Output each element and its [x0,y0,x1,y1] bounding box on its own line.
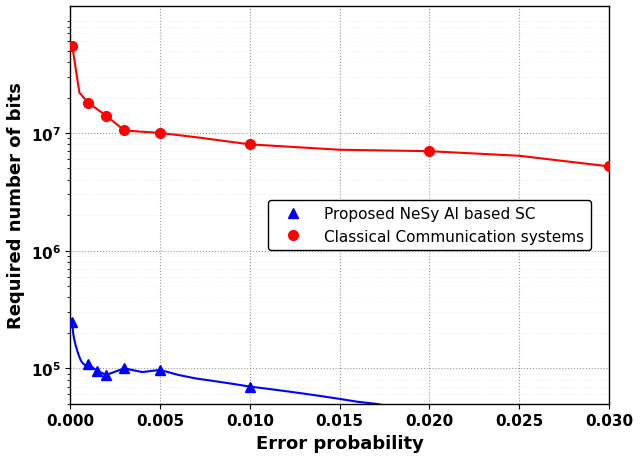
Classical Communication systems [605,164,613,170]
X-axis label: Error probability: Error probability [256,434,424,452]
Y-axis label: Required number of bits: Required number of bits [7,82,25,329]
Proposed NeSy AI based SC [102,372,110,378]
Classical Communication systems [84,101,92,106]
Legend: Proposed NeSy AI based SC, Classical Communication systems: Proposed NeSy AI based SC, Classical Com… [268,201,591,250]
Classical Communication systems [426,149,433,155]
Proposed NeSy AI based SC [156,367,164,373]
Line: Classical Communication systems: Classical Communication systems [67,42,614,172]
Proposed NeSy AI based SC [68,319,76,325]
Classical Communication systems [68,44,76,50]
Proposed NeSy AI based SC [605,431,613,436]
Classical Communication systems [246,142,254,148]
Line: Proposed NeSy AI based SC: Proposed NeSy AI based SC [67,317,614,438]
Proposed NeSy AI based SC [93,369,101,374]
Proposed NeSy AI based SC [120,366,128,371]
Classical Communication systems [156,131,164,136]
Proposed NeSy AI based SC [84,362,92,367]
Classical Communication systems [120,129,128,134]
Proposed NeSy AI based SC [246,384,254,390]
Classical Communication systems [102,114,110,119]
